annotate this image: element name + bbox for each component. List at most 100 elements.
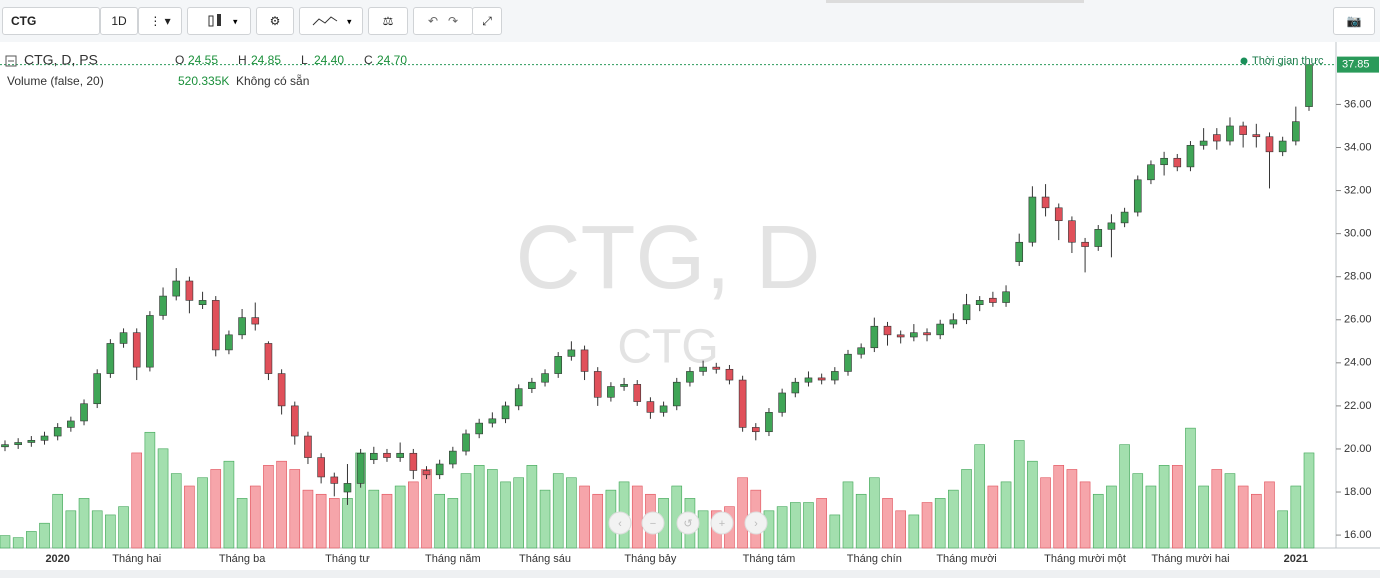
volume-bar: [368, 489, 380, 549]
nav-button[interactable]: [608, 511, 632, 535]
y-tick-label: 18.00: [1344, 486, 1372, 498]
candle-body: [659, 405, 668, 413]
candle-body: [541, 373, 549, 383]
candle-body: [172, 280, 181, 297]
volume-bar: [157, 448, 169, 549]
candle-body: [40, 435, 49, 441]
candle-body: [1265, 136, 1274, 153]
candle-body: [475, 422, 483, 435]
candle-body: [238, 317, 246, 336]
nav-button[interactable]: [710, 511, 734, 535]
candle-body: [831, 371, 839, 381]
volume-note: Không có sẵn: [236, 73, 309, 88]
candle-body: [1252, 134, 1261, 138]
status-dot: [1240, 57, 1248, 65]
volume-bar: [631, 485, 643, 549]
candle-body: [896, 334, 905, 338]
volume-bar: [579, 485, 590, 549]
y-tick-label: 30.00: [1344, 228, 1372, 240]
candle-body: [1015, 241, 1024, 262]
candle-body: [975, 300, 984, 305]
nav-icon: ›: [754, 518, 758, 530]
volume-bar: [842, 481, 854, 549]
interval-button[interactable]: 1D: [100, 7, 138, 35]
chart-style-button[interactable]: ▾: [187, 7, 251, 35]
volume-bar: [276, 460, 287, 549]
candle-body: [1292, 121, 1300, 142]
candle-body: [106, 343, 115, 374]
candle-body: [514, 388, 523, 407]
volume-bar: [803, 502, 814, 549]
candle-body: [330, 476, 339, 484]
volume-bar: [592, 493, 604, 549]
x-tick-label: Tháng bảy: [624, 553, 676, 565]
candle-body: [119, 332, 128, 344]
volume-bar: [1158, 465, 1170, 549]
volume-bar: [1040, 477, 1051, 549]
volume-bar: [170, 473, 182, 549]
last-price-label: 37.85: [1342, 59, 1370, 71]
candle-body: [343, 483, 352, 493]
volume-value: 520.335K: [178, 74, 229, 88]
candle-body: [67, 420, 75, 428]
undo-redo-button[interactable]: ↶ ↷: [413, 7, 473, 35]
volume-bar: [184, 485, 195, 549]
nav-icon: −: [650, 518, 656, 530]
candle-body: [1133, 179, 1142, 213]
volume-bar: [434, 493, 445, 549]
nav-button[interactable]: [744, 511, 768, 535]
settings-button[interactable]: ⚙: [256, 7, 294, 35]
candle-body: [778, 392, 786, 413]
ohlc-label: L: [301, 53, 308, 67]
ohlc-legend: O 24.55 H 24.85 L 24.40 C 24.70: [175, 53, 407, 67]
candle-body: [396, 452, 404, 458]
compare-button[interactable]: ⚖: [368, 7, 408, 35]
nav-button[interactable]: [676, 511, 700, 535]
fullscreen-button[interactable]: ⤢: [472, 7, 502, 35]
candle-body: [422, 470, 431, 476]
y-tick-label: 28.00: [1344, 271, 1372, 283]
x-tick-label: Tháng ba: [219, 553, 266, 565]
candle-body: [1002, 291, 1010, 303]
candle-body: [936, 323, 944, 336]
candle-body: [1094, 229, 1103, 247]
volume-bar: [408, 481, 419, 549]
volume-bar: [342, 498, 353, 549]
volume-bar: [0, 535, 11, 549]
volume-bar: [473, 465, 485, 549]
volume-bar: [1198, 485, 1209, 549]
candle-body: [593, 371, 602, 398]
indicators-button[interactable]: ▾: [299, 7, 363, 35]
candle-body: [1068, 220, 1076, 243]
top-divider: [826, 0, 1084, 3]
y-tick-label: 26.00: [1344, 314, 1372, 326]
legend-title: CTG, D, PS: [24, 52, 98, 68]
volume-bar: [737, 477, 748, 549]
volume-bar: [1145, 485, 1157, 549]
y-tick-label: 36.00: [1344, 98, 1372, 110]
volume-bar: [1013, 440, 1025, 549]
chart: CTG, D CTG CTG, D, PS O 24.55 H 24.85 L 24.40…: [0, 42, 1380, 578]
ohlc-value: 24.55: [188, 53, 218, 67]
volume-bar: [487, 469, 498, 549]
ohlc-label: C: [364, 53, 373, 67]
collapse-box[interactable]: [5, 55, 17, 67]
candle-body: [883, 325, 892, 336]
candle-body: [699, 366, 707, 372]
nav-button[interactable]: [641, 511, 665, 535]
volume-bar: [421, 469, 432, 549]
x-tick-label: 2021: [1284, 553, 1308, 565]
more-button[interactable]: ⋮ ▾: [138, 7, 182, 35]
candle-body: [317, 457, 325, 478]
symbol-input[interactable]: CTG: [2, 7, 100, 35]
volume-bar: [908, 514, 920, 549]
ohlc-label: H: [238, 53, 247, 67]
volume-bar: [526, 465, 538, 549]
volume-bar: [65, 510, 77, 549]
last-price-tag: [1337, 56, 1379, 73]
watermark-sub: CTG: [617, 321, 718, 374]
candle-body: [725, 368, 734, 381]
candle-body: [146, 315, 154, 368]
snapshot-button[interactable]: 📷: [1333, 7, 1375, 35]
nav-icon: ↺: [683, 518, 692, 530]
